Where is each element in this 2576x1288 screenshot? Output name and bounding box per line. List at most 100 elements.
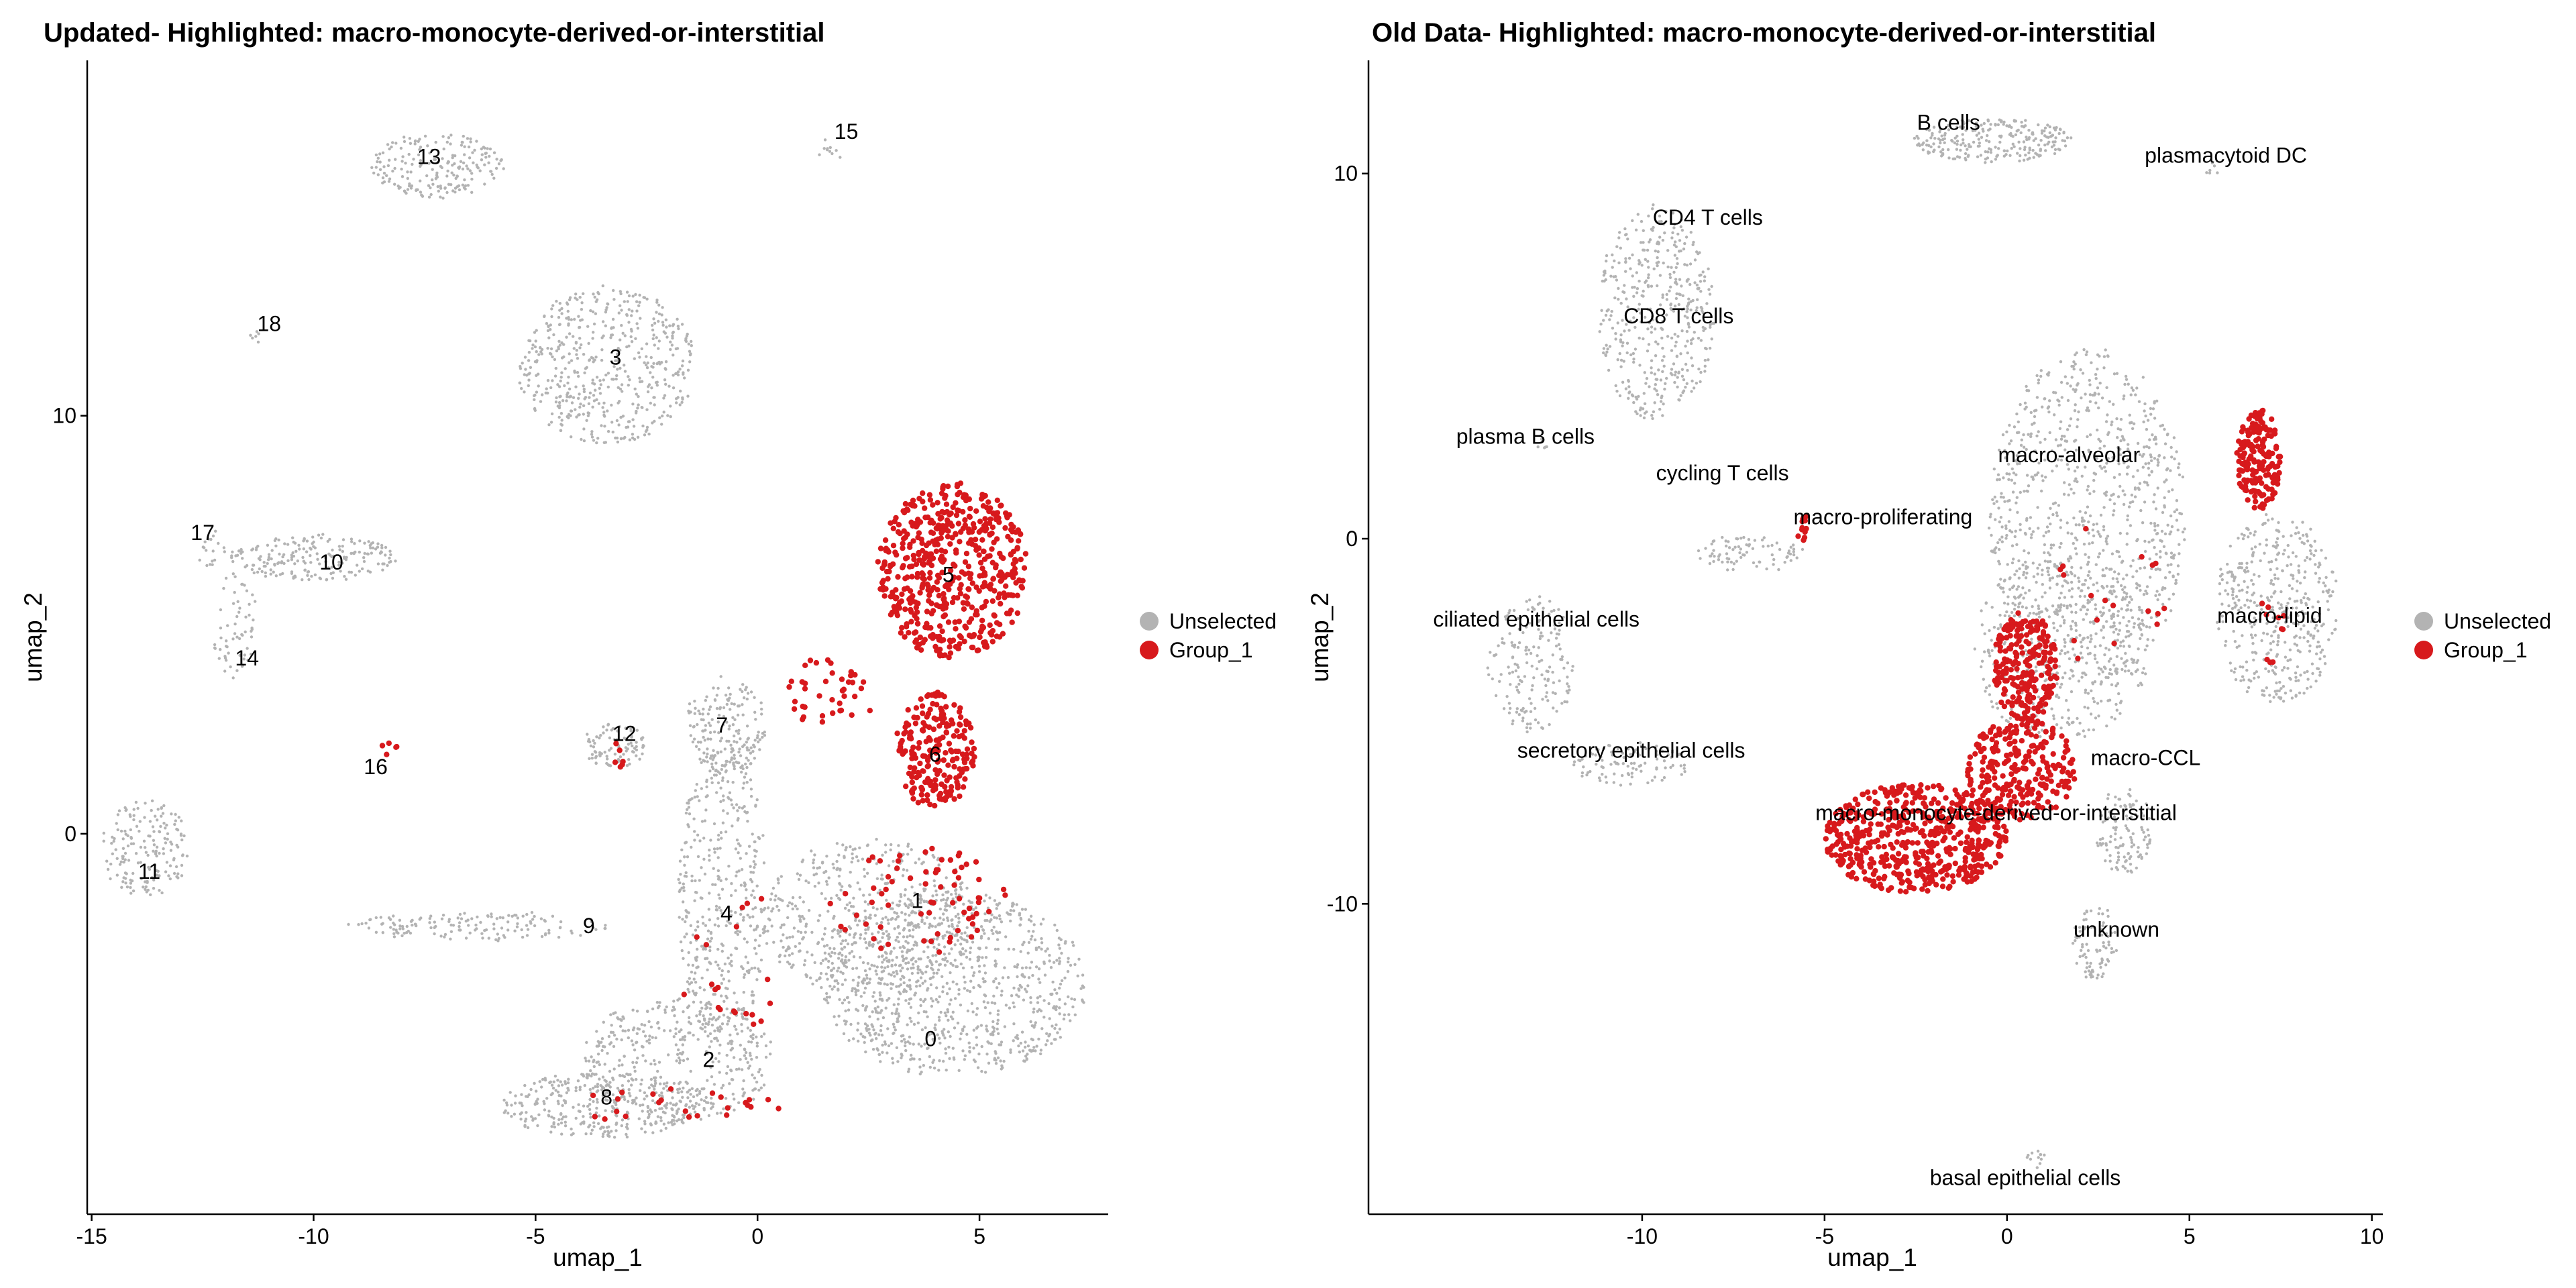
left-group1-cell-point [875,559,881,565]
left-unselected-cell-point [136,861,140,865]
left-unselected-cell-point [679,389,682,393]
left-unselected-cell-point [606,429,610,433]
left-unselected-cell-point [651,1099,655,1103]
left-unselected-cell-point [627,294,631,298]
left-unselected-cell-point [678,403,682,407]
left-unselected-cell-point [990,913,994,916]
left-unselected-cell-point [574,292,578,296]
left-unselected-cell-point [506,1112,510,1115]
left-unselected-cell-point [1055,959,1059,962]
left-unselected-cell-point [672,323,676,326]
left-group1-cell-point [881,593,888,599]
left-unselected-cell-point [861,980,864,983]
left-unselected-cell-point [708,1007,712,1010]
left-unselected-cell-point [850,860,853,864]
left-unselected-cell-point [689,924,693,928]
left-unselected-cell-point [625,1125,629,1129]
left-unselected-cell-point [338,548,341,551]
left-unselected-cell-point [720,1086,724,1090]
left-group1-cell-point [927,747,933,753]
left-unselected-cell-point [965,989,969,992]
left-unselected-cell-point [683,376,686,380]
left-unselected-cell-point [920,1028,924,1032]
left-unselected-cell-point [654,1036,657,1040]
left-unselected-cell-point [992,1030,996,1033]
left-unselected-cell-point [486,147,489,150]
left-group1-cell-point [989,598,996,604]
left-group1-cell-point [940,559,946,565]
left-group1-cell-point [900,545,906,551]
left-unselected-cell-point [242,657,246,661]
left-unselected-cell-point [683,863,686,867]
left-group1-cell-point [948,784,955,790]
left-group1-cell-point [947,934,954,941]
left-unselected-cell-point [640,380,644,383]
left-unselected-cell-point [160,891,164,895]
left-unselected-cell-point [578,325,582,329]
left-unselected-cell-point [1036,1001,1040,1004]
left-unselected-cell-point [708,939,712,943]
left-unselected-cell-point [163,837,166,841]
left-group1-cell-point [921,938,927,944]
left-unselected-cell-point [643,1122,647,1126]
left-unselected-cell-point [686,987,690,991]
left-unselected-cell-point [105,859,109,863]
left-unselected-cell-point [733,1097,736,1101]
left-group1-cell-point [939,508,945,515]
left-unselected-cell-point [556,1090,560,1094]
left-group1-cell-point [969,759,975,766]
left-unselected-cell-point [685,808,689,812]
left-unselected-cell-point [159,824,162,828]
left-unselected-cell-point [521,1104,524,1108]
left-unselected-cell-point [653,343,656,347]
left-unselected-cell-point [580,318,584,321]
left-unselected-cell-point [694,956,698,960]
left-group1-cell-point [928,610,935,616]
left-group1-cell-point [994,497,1001,503]
left-group1-cell-point [990,576,996,582]
left-unselected-cell-point [900,950,904,953]
left-group1-cell-point [1012,566,1018,572]
left-unselected-cell-point [963,981,967,984]
left-unselected-cell-point [687,951,690,955]
left-group1-cell-point [989,524,996,531]
left-group1-cell-point [913,561,920,568]
left-unselected-cell-point [727,979,731,983]
left-unselected-cell-point [687,342,691,345]
left-group1-cell-point [927,520,933,526]
left-unselected-cell-point [468,169,472,172]
left-unselected-cell-point [592,1059,596,1062]
left-unselected-cell-point [400,167,403,171]
left-unselected-cell-point [1060,951,1063,955]
left-unselected-cell-point [140,877,143,881]
left-unselected-cell-point [742,782,746,785]
left-unselected-cell-point [358,550,361,554]
left-unselected-cell-point [225,639,228,643]
left-unselected-cell-point [696,722,699,727]
left-unselected-cell-point [708,859,711,862]
left-unselected-cell-point [612,1044,616,1049]
left-unselected-cell-point [519,1118,523,1121]
left-unselected-cell-point [595,441,598,445]
left-unselected-cell-point [700,976,704,980]
left-unselected-cell-point [909,899,912,902]
left-unselected-cell-point [559,920,563,924]
left-unselected-cell-point [812,858,816,862]
left-unselected-cell-point [1057,943,1061,947]
left-unselected-cell-point [635,741,638,744]
left-unselected-cell-point [486,914,490,918]
left-unselected-cell-point [702,1107,706,1110]
left-unselected-cell-point [594,356,598,359]
left-group1-cell-point [999,571,1005,577]
left-unselected-cell-point [690,1104,694,1108]
left-group1-cell-point [802,662,808,668]
left-unselected-cell-point [619,437,623,441]
left-unselected-cell-point [552,333,555,337]
left-group1-cell-point [895,574,901,580]
left-unselected-cell-point [657,303,661,307]
left-unselected-cell-point [868,1015,871,1018]
left-unselected-cell-point [918,1057,922,1061]
left-unselected-cell-point [380,543,384,547]
left-unselected-cell-point [737,704,741,708]
left-unselected-cell-point [869,913,872,917]
